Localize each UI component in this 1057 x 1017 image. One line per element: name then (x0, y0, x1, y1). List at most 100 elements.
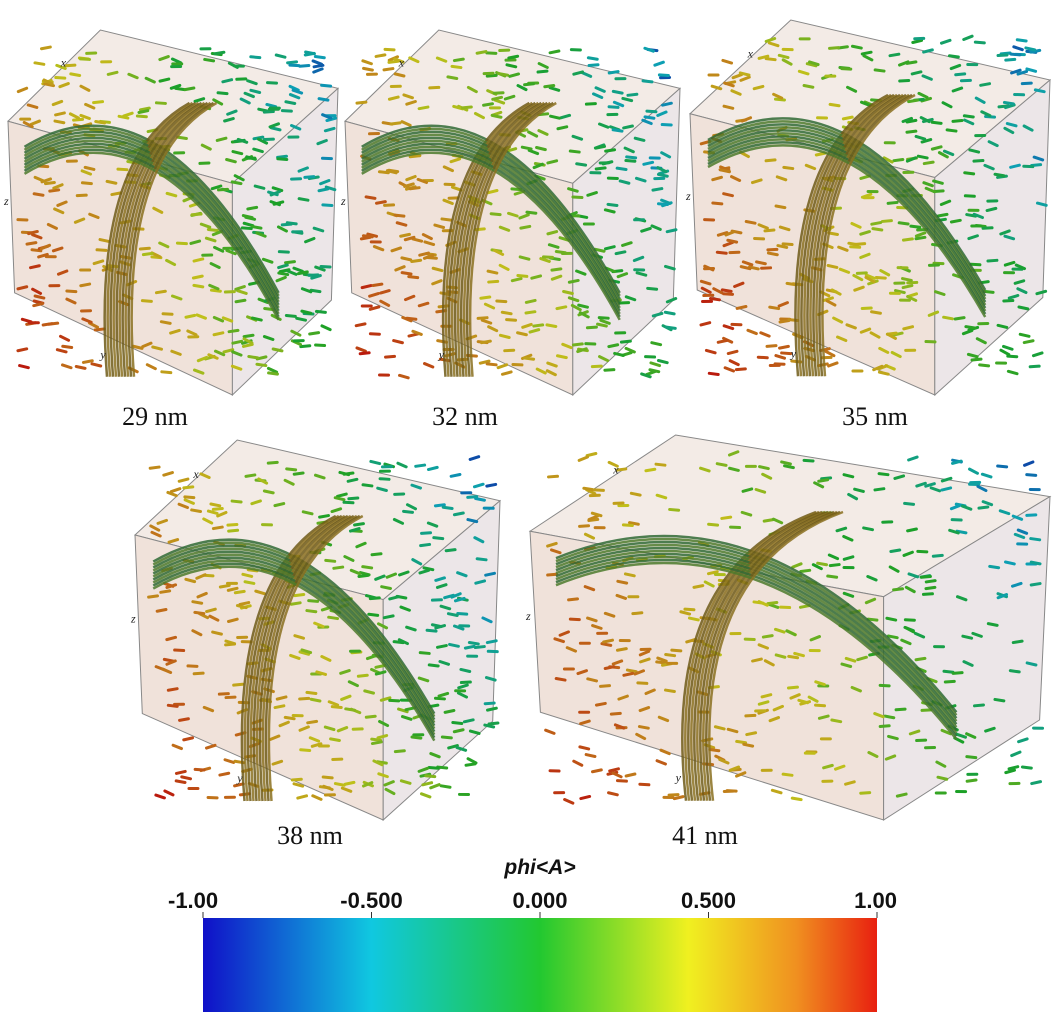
vector-arrow (161, 322, 170, 324)
vector-arrow (633, 613, 642, 614)
vector-arrow (879, 474, 888, 475)
vector-arrow (286, 262, 295, 263)
vector-arrow (864, 528, 873, 530)
vector-arrow (302, 311, 311, 313)
vector-arrow (194, 285, 203, 287)
vector-arrow (322, 85, 331, 86)
vector-arrow (232, 501, 241, 502)
vector-arrow (758, 357, 767, 358)
vector-arrow (783, 774, 792, 775)
vector-arrow (658, 174, 667, 176)
vector-arrow (273, 349, 282, 351)
vector-arrow (441, 786, 450, 787)
vector-arrow (332, 707, 341, 708)
vector-arrow (57, 350, 66, 352)
vector-arrow (966, 327, 975, 328)
vector-arrow (469, 643, 478, 644)
vector-arrow (971, 264, 980, 265)
vector-arrow (468, 497, 477, 498)
vector-arrow (766, 59, 775, 60)
vector-arrow (184, 738, 193, 740)
vector-arrow (613, 91, 622, 93)
vector-arrow (887, 618, 896, 620)
vector-arrow (1009, 767, 1018, 769)
vector-arrow (757, 262, 766, 264)
vector-arrow (149, 596, 158, 597)
vector-arrow (271, 128, 280, 130)
vector-arrow (233, 341, 242, 343)
vector-arrow (872, 312, 881, 313)
vector-arrow (1027, 663, 1036, 665)
vector-arrow (903, 239, 912, 240)
vector-arrow (380, 479, 389, 480)
vector-arrow (363, 61, 372, 64)
vector-arrow (851, 247, 860, 248)
vector-arrow (421, 544, 430, 545)
vector-arrow (656, 464, 665, 465)
vector-arrow (264, 491, 273, 493)
vector-arrow (179, 479, 188, 481)
vector-arrow (1004, 346, 1013, 349)
vector-arrow (596, 703, 605, 705)
vector-arrow (229, 530, 238, 531)
vector-arrow (830, 48, 839, 49)
vector-arrow (186, 315, 195, 317)
vector-arrow (760, 467, 769, 469)
vector-arrow (579, 305, 588, 307)
vector-arrow (653, 189, 662, 191)
vector-arrow (900, 80, 909, 81)
vector-arrow (670, 509, 679, 510)
colorbar-title: phi<A> (503, 856, 575, 879)
vector-arrow (1031, 562, 1040, 564)
vector-arrow (410, 156, 419, 157)
vector-arrow (1030, 366, 1039, 367)
vector-arrow (512, 279, 521, 281)
vector-arrow (570, 151, 579, 152)
vector-arrow (546, 730, 554, 733)
vector-arrow (478, 318, 487, 319)
vector-arrow (379, 172, 388, 173)
vector-arrow (443, 507, 452, 508)
vector-arrow (724, 326, 733, 329)
vector-arrow (235, 591, 244, 592)
vector-arrow (975, 705, 984, 706)
vector-arrow (486, 573, 495, 575)
vector-arrow (474, 484, 483, 487)
vector-arrow (31, 266, 40, 268)
vector-arrow (285, 717, 294, 718)
vector-arrow (311, 290, 320, 291)
vector-arrow (335, 784, 344, 786)
vector-arrow (923, 594, 932, 595)
vector-arrow (557, 356, 566, 358)
vector-arrow (363, 567, 372, 568)
vector-arrow (861, 793, 870, 794)
vector-arrow (816, 705, 825, 706)
vector-arrow (423, 783, 432, 785)
vector-arrow (71, 74, 80, 76)
vector-arrow (487, 75, 496, 76)
vector-arrow (975, 42, 984, 43)
vector-arrow (61, 336, 69, 340)
vector-arrow (313, 61, 321, 64)
vector-arrow (609, 107, 618, 108)
vector-arrow (667, 230, 676, 232)
vector-arrow (193, 602, 202, 604)
axis-label-x: x (612, 463, 619, 477)
figure: xzy29 nmxzy32 nmxzy35 nmxzy38 nmxzy41 nm… (0, 0, 1057, 1017)
vector-arrow (404, 511, 413, 512)
vector-arrow (488, 191, 497, 193)
vector-arrow (176, 771, 185, 773)
vector-arrow (717, 252, 726, 253)
vector-arrow (494, 93, 503, 94)
vector-arrow (618, 581, 627, 583)
vector-arrow (941, 40, 950, 43)
vector-arrow (596, 146, 605, 148)
vector-arrow (243, 769, 252, 771)
vector-arrow (476, 498, 485, 500)
vector-arrow (412, 737, 421, 738)
vector-arrow (487, 484, 496, 486)
vector-arrow (257, 364, 266, 365)
vector-arrow (100, 240, 109, 242)
vector-arrow (801, 570, 810, 571)
vector-arrow (573, 197, 582, 198)
